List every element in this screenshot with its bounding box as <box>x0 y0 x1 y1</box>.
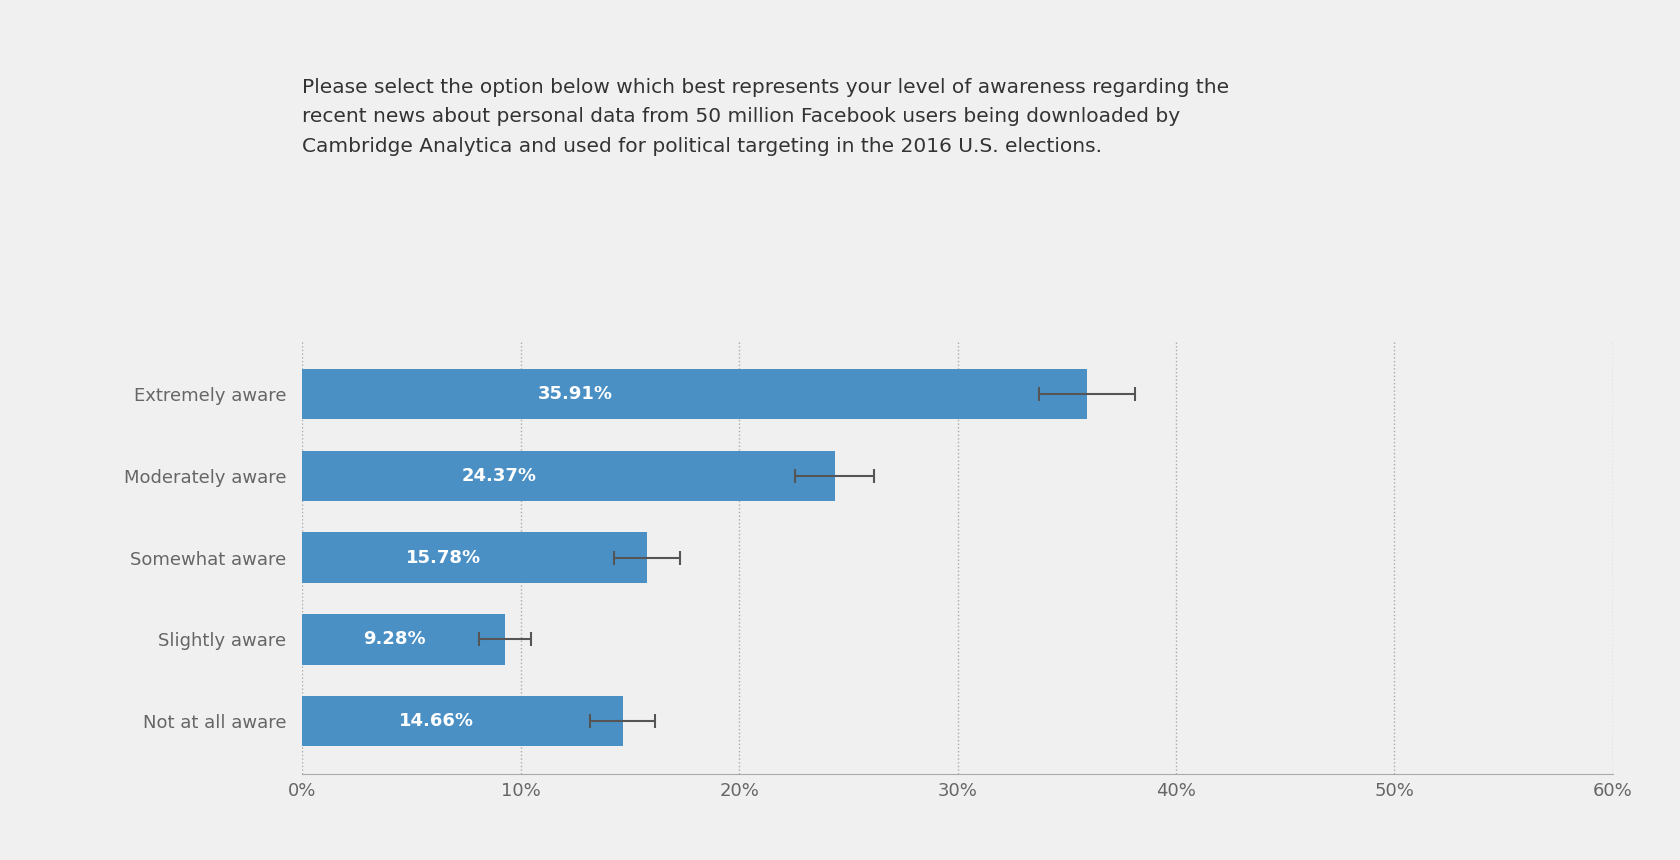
Bar <box>302 614 506 665</box>
Text: 24.37%: 24.37% <box>462 467 538 485</box>
Text: Please select the option below which best represents your level of awareness reg: Please select the option below which bes… <box>302 77 1230 156</box>
Text: 35.91%: 35.91% <box>538 385 613 403</box>
Text: 9.28%: 9.28% <box>363 630 425 648</box>
Bar <box>302 369 1087 420</box>
Text: 15.78%: 15.78% <box>407 549 480 567</box>
Bar <box>302 532 647 583</box>
Bar <box>302 696 623 746</box>
Bar <box>302 451 835 501</box>
Text: 14.66%: 14.66% <box>398 712 474 730</box>
